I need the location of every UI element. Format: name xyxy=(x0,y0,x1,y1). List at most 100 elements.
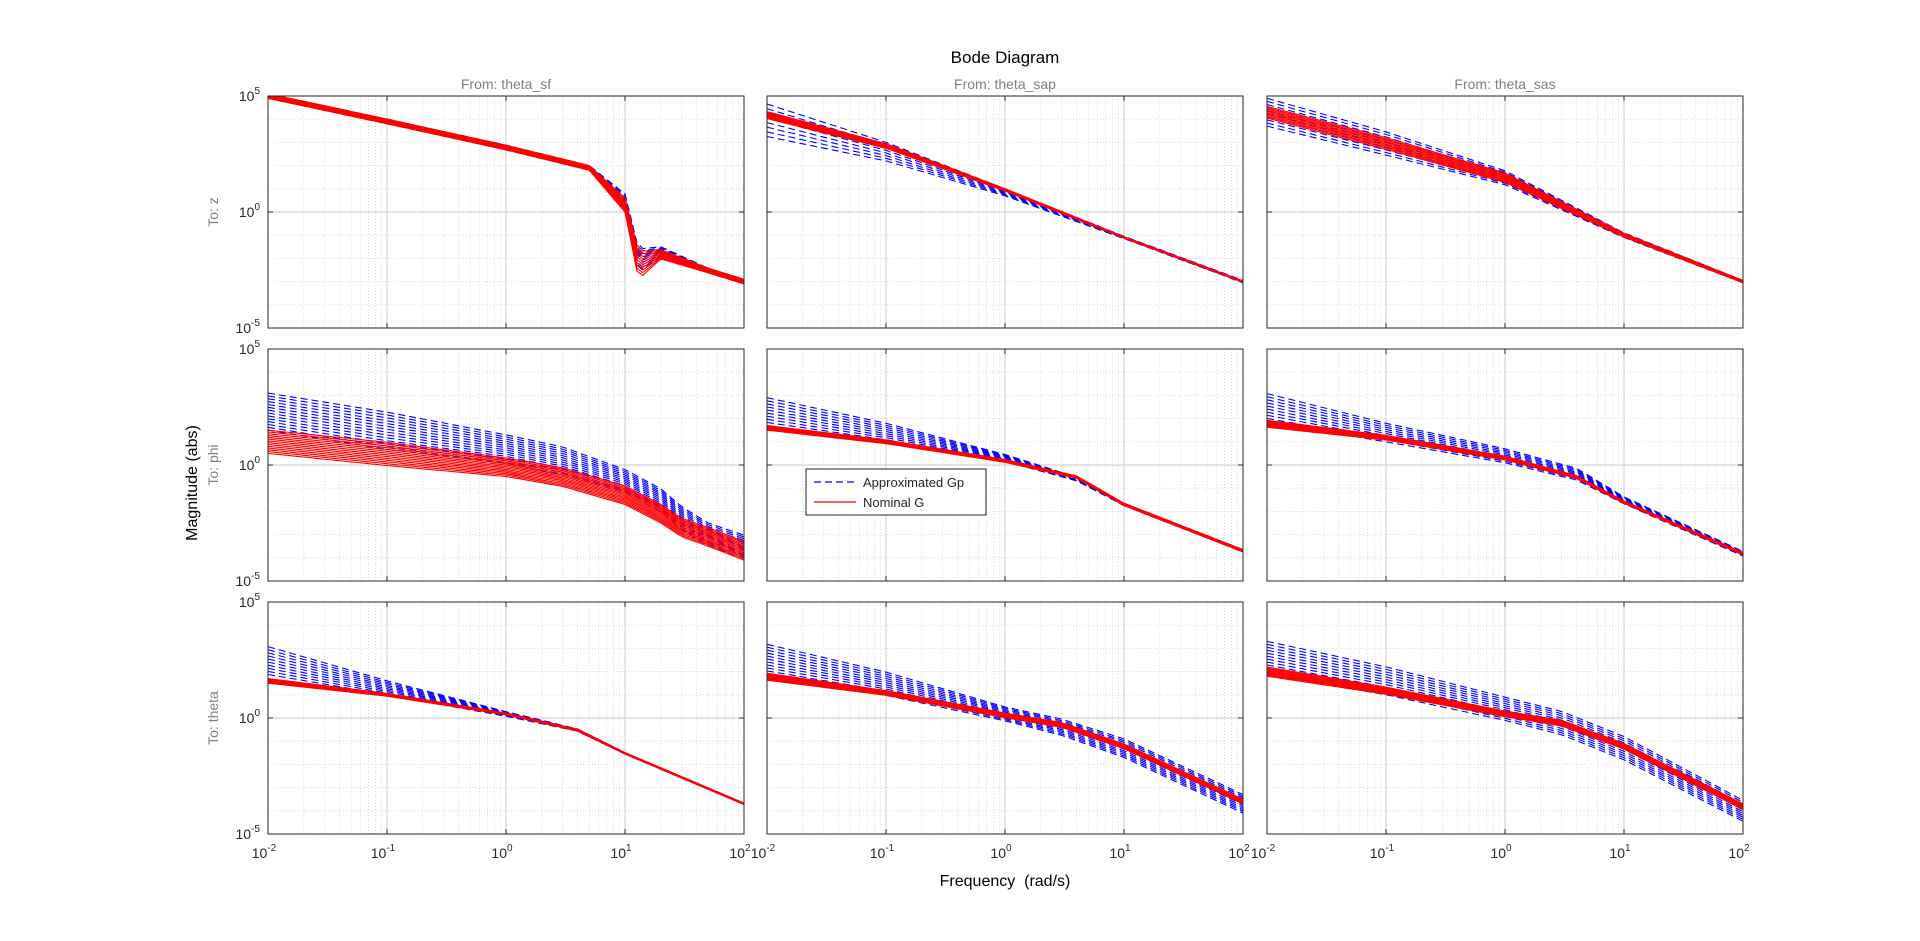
approximated-gp-line xyxy=(268,646,744,804)
panel-r2-c0: 105 100 10-5 To: theta 10-2 10-1 100 101 102 xyxy=(205,592,751,861)
approximated-gp-line xyxy=(767,643,1243,796)
chart-title: Bode Diagram xyxy=(951,48,1060,67)
approximated-gp-line xyxy=(1267,396,1743,553)
nominal-g-line xyxy=(1267,419,1743,554)
approximated-gp-line xyxy=(1267,655,1743,811)
x-tick-label: 101 xyxy=(1609,843,1631,861)
panel-r2-c2: 10-2 10-1 100 101 102 xyxy=(1251,601,1750,861)
approximated-gp-line xyxy=(1267,405,1743,555)
panel-r1-c2 xyxy=(1266,348,1744,582)
approximated-gp-line xyxy=(268,392,744,536)
panel-r1-c0: 105 100 10-5 To: phi xyxy=(205,339,745,589)
nominal-g-line xyxy=(767,424,1243,551)
approximated-gp-line xyxy=(268,401,744,542)
panel-r0-c0: 105 100 10-5 To: z From: theta_sf xyxy=(205,76,745,336)
x-tick-label: 100 xyxy=(1490,843,1512,861)
x-tick-label: 100 xyxy=(491,843,513,861)
approximated-gp-line xyxy=(767,126,1243,283)
nominal-g-line xyxy=(268,433,744,545)
approximated-gp-line xyxy=(767,406,1243,551)
column-title-2: From: theta_sas xyxy=(1454,76,1555,92)
panel-r2-c1: 10-2 10-1 100 101 102 xyxy=(751,601,1250,861)
approximated-gp-line xyxy=(767,122,1243,283)
approximated-gp-line xyxy=(1267,399,1743,553)
x-tick-label: 101 xyxy=(610,843,632,861)
nominal-g-line xyxy=(268,438,744,550)
legend: Approximated Gp Nominal G xyxy=(805,468,987,516)
nominal-g-line xyxy=(268,451,744,560)
nominal-g-line xyxy=(271,96,744,281)
y-tick-label: 105 xyxy=(239,592,261,610)
nominal-g-line xyxy=(276,96,744,280)
approximated-gp-line xyxy=(767,649,1243,799)
approximated-gp-line xyxy=(767,646,1243,797)
nominal-g-line xyxy=(1267,105,1743,281)
x-tick-label: 10-1 xyxy=(371,843,396,861)
approximated-gp-line xyxy=(268,398,744,540)
row-title-1: To: phi xyxy=(205,444,221,485)
x-tick-label: 102 xyxy=(1728,843,1750,861)
nominal-g-line xyxy=(268,445,744,555)
approximated-gp-line xyxy=(268,406,744,545)
curves xyxy=(767,103,1243,284)
y-tick-label: 105 xyxy=(239,86,261,104)
column-title-0: From: theta_sf xyxy=(461,76,551,92)
approximated-gp-line xyxy=(1267,97,1743,281)
approximated-gp-line xyxy=(268,409,744,547)
approximated-gp-line xyxy=(767,135,1243,284)
y-tick-label: 100 xyxy=(239,455,261,473)
x-tick-label: 102 xyxy=(1228,843,1250,861)
y-tick-label: 100 xyxy=(239,708,261,726)
x-tick-label: 10-1 xyxy=(1370,843,1395,861)
nominal-g-line xyxy=(268,449,744,558)
curves xyxy=(268,96,744,285)
nominal-g-line xyxy=(268,440,744,551)
nominal-g-line xyxy=(268,431,744,544)
y-tick-label: 105 xyxy=(239,339,261,357)
nominal-g-line xyxy=(1267,666,1743,805)
nominal-g-line xyxy=(268,436,744,548)
grid xyxy=(767,602,1243,834)
curves xyxy=(1267,97,1743,284)
nominal-g-line xyxy=(767,111,1243,282)
nominal-g-line xyxy=(767,672,1243,800)
panel-r0-c1: From: theta_sap xyxy=(766,76,1244,329)
x-tick-label: 102 xyxy=(729,843,751,861)
y-tick-label: 10-5 xyxy=(236,571,261,589)
nominal-g-line xyxy=(268,443,744,554)
nominal-g-line xyxy=(1267,670,1743,807)
approximated-gp-line xyxy=(1267,646,1743,805)
legend-label-1: Nominal G xyxy=(863,495,924,510)
grid xyxy=(1267,349,1743,581)
x-tick-label: 100 xyxy=(990,843,1012,861)
panel-r1-c1 xyxy=(766,348,1244,582)
nominal-g-line xyxy=(268,435,744,547)
y-tick-label: 10-5 xyxy=(236,318,261,336)
approximated-gp-line xyxy=(767,131,1243,283)
approximated-gp-line xyxy=(1267,658,1743,813)
row-title-0: To: z xyxy=(205,197,221,227)
legend-box xyxy=(805,468,987,516)
panel-r0-c2: From: theta_sas xyxy=(1266,76,1744,329)
column-title-1: From: theta_sap xyxy=(954,76,1056,92)
nominal-g-line xyxy=(1267,671,1743,808)
nominal-g-line xyxy=(268,429,744,543)
nominal-g-line xyxy=(1267,675,1743,810)
curves xyxy=(268,646,744,806)
x-tick-label: 10-2 xyxy=(1251,843,1276,861)
curves xyxy=(1267,640,1743,822)
x-tick-label: 101 xyxy=(1109,843,1131,861)
y-tick-label: 10-5 xyxy=(236,824,261,842)
legend-label-0: Approximated Gp xyxy=(863,475,964,490)
approximated-gp-line xyxy=(268,403,744,543)
x-tick-label: 10-2 xyxy=(751,843,776,861)
curves xyxy=(268,392,744,561)
approximated-gp-line xyxy=(1267,402,1743,554)
nominal-g-line xyxy=(268,447,744,557)
nominal-g-line xyxy=(268,677,744,804)
approximated-gp-line xyxy=(767,400,1243,551)
curves xyxy=(1267,393,1743,557)
grid xyxy=(268,602,744,834)
